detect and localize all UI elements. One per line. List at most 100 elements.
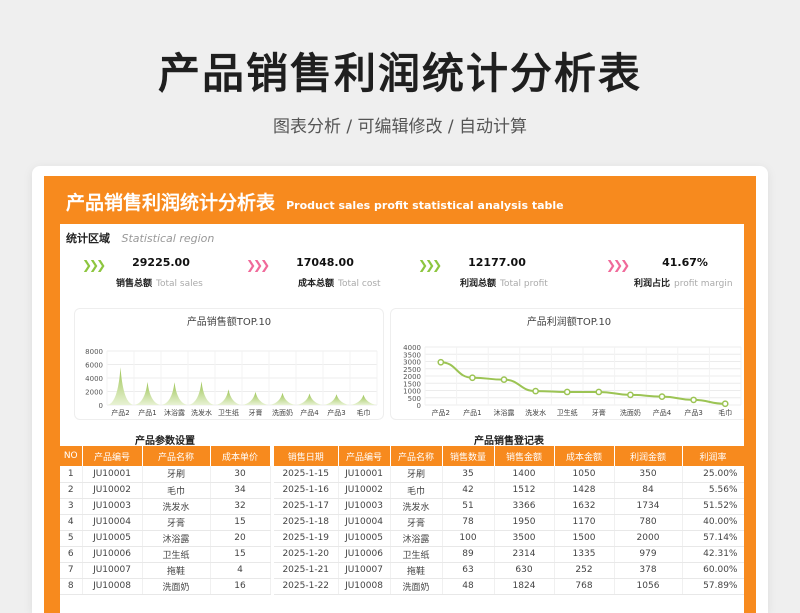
table-cell[interactable]: JU10007 [338, 562, 391, 579]
table-cell[interactable]: JU10001 [82, 466, 143, 483]
table-cell[interactable]: 2025-1-20 [274, 546, 339, 563]
table-cell[interactable]: 32 [210, 498, 271, 515]
table-cell[interactable]: 8 [60, 578, 83, 595]
table-cell[interactable]: 1512 [494, 482, 555, 499]
table-cell[interactable]: 34 [210, 482, 271, 499]
table-cell[interactable]: JU10008 [82, 578, 143, 595]
table-cell[interactable]: 1 [60, 466, 83, 483]
table-cell[interactable]: 3 [60, 498, 83, 515]
table-cell[interactable]: 2025-1-16 [274, 482, 339, 499]
table-cell[interactable]: 1050 [554, 466, 615, 483]
table-cell[interactable]: 30 [210, 466, 271, 483]
table-cell[interactable]: JU10004 [338, 514, 391, 531]
table-cell[interactable]: 63 [442, 562, 495, 579]
table-cell[interactable]: 2025-1-15 [274, 466, 339, 483]
table-cell[interactable]: JU10008 [338, 578, 391, 595]
table-cell[interactable]: 5.56% [682, 482, 744, 499]
table-cell[interactable]: JU10002 [338, 482, 391, 499]
table-cell[interactable]: 25.00% [682, 466, 744, 483]
table-cell[interactable]: 3500 [494, 530, 555, 547]
table-cell[interactable]: 51.52% [682, 498, 744, 515]
table-cell[interactable]: 4 [210, 562, 271, 579]
table-cell[interactable]: 6 [60, 546, 83, 563]
table-cell[interactable]: 100 [442, 530, 495, 547]
table-cell[interactable]: 89 [442, 546, 495, 563]
table-cell[interactable]: 沐浴露 [390, 530, 443, 547]
table-cell[interactable]: 2025-1-17 [274, 498, 339, 515]
table-cell[interactable]: 1400 [494, 466, 555, 483]
table-cell[interactable]: 洗面奶 [390, 578, 443, 595]
table-cell[interactable]: 378 [614, 562, 683, 579]
table-cell[interactable]: 1824 [494, 578, 555, 595]
table-cell[interactable]: 洗发水 [390, 498, 443, 515]
table-cell[interactable]: 牙刷 [142, 466, 211, 483]
table-cell[interactable]: 3366 [494, 498, 555, 515]
table-row: 2025-1-22 JU10008 洗面奶 48 1824 768 1056 57.89% [274, 578, 744, 595]
table-cell[interactable]: 35 [442, 466, 495, 483]
table-cell[interactable]: 1170 [554, 514, 615, 531]
table-cell[interactable]: 1335 [554, 546, 615, 563]
table-cell[interactable]: 979 [614, 546, 683, 563]
table-cell[interactable]: 768 [554, 578, 615, 595]
table-cell[interactable]: 57.14% [682, 530, 744, 547]
table-cell[interactable]: 1500 [554, 530, 615, 547]
table-cell[interactable]: 拖鞋 [390, 562, 443, 579]
table-cell[interactable]: 15 [210, 514, 271, 531]
table-cell[interactable]: 卫生纸 [142, 546, 211, 563]
table-cell[interactable]: JU10003 [82, 498, 143, 515]
table-cell[interactable]: JU10003 [338, 498, 391, 515]
table-cell[interactable]: 毛巾 [390, 482, 443, 499]
table-cell[interactable]: 16 [210, 578, 271, 595]
table-cell[interactable]: 5 [60, 530, 83, 547]
table-cell[interactable]: 42 [442, 482, 495, 499]
table-cell[interactable]: 40.00% [682, 514, 744, 531]
table-cell[interactable]: 1056 [614, 578, 683, 595]
table-cell[interactable]: 2025-1-21 [274, 562, 339, 579]
table-cell[interactable]: JU10006 [338, 546, 391, 563]
table-cell[interactable]: 卫生纸 [390, 546, 443, 563]
table-cell[interactable]: JU10005 [82, 530, 143, 547]
table-cell[interactable]: 42.31% [682, 546, 744, 563]
table-cell[interactable]: 1632 [554, 498, 615, 515]
table-cell[interactable]: JU10004 [82, 514, 143, 531]
table-cell[interactable]: 2000 [614, 530, 683, 547]
table-cell[interactable]: 84 [614, 482, 683, 499]
table-header-row: NO 产品编号 产品名称 成本单价 [60, 446, 271, 466]
table-cell[interactable]: 洗面奶 [142, 578, 211, 595]
table-cell[interactable]: 2025-1-19 [274, 530, 339, 547]
data-point [437, 358, 445, 366]
table-cell[interactable]: 60.00% [682, 562, 744, 579]
table-cell[interactable]: 7 [60, 562, 83, 579]
table-cell[interactable]: 牙膏 [390, 514, 443, 531]
table-cell[interactable]: JU10006 [82, 546, 143, 563]
table-cell[interactable]: 1950 [494, 514, 555, 531]
table-cell[interactable]: 1428 [554, 482, 615, 499]
table-cell[interactable]: 1734 [614, 498, 683, 515]
table-cell[interactable]: 拖鞋 [142, 562, 211, 579]
data-point [627, 391, 634, 399]
table-cell[interactable]: JU10007 [82, 562, 143, 579]
table-cell[interactable]: 4 [60, 514, 83, 531]
table-cell[interactable]: 牙刷 [390, 466, 443, 483]
table-cell[interactable]: JU10005 [338, 530, 391, 547]
table-cell[interactable]: 2025-1-18 [274, 514, 339, 531]
table-cell[interactable]: 2025-1-22 [274, 578, 339, 595]
table-cell[interactable]: 洗发水 [142, 498, 211, 515]
table-cell[interactable]: 沐浴露 [142, 530, 211, 547]
table-cell[interactable]: 252 [554, 562, 615, 579]
table-cell[interactable]: 2314 [494, 546, 555, 563]
table-cell[interactable]: 牙膏 [142, 514, 211, 531]
table-cell[interactable]: 15 [210, 546, 271, 563]
table-cell[interactable]: 350 [614, 466, 683, 483]
table-cell[interactable]: 630 [494, 562, 555, 579]
table-cell[interactable]: 51 [442, 498, 495, 515]
table-cell[interactable]: 2 [60, 482, 83, 499]
table-cell[interactable]: 57.89% [682, 578, 744, 595]
table-cell[interactable]: 48 [442, 578, 495, 595]
table-cell[interactable]: 78 [442, 514, 495, 531]
table-cell[interactable]: 780 [614, 514, 683, 531]
table-cell[interactable]: JU10002 [82, 482, 143, 499]
table-cell[interactable]: JU10001 [338, 466, 391, 483]
table-cell[interactable]: 20 [210, 530, 271, 547]
table-cell[interactable]: 毛巾 [142, 482, 211, 499]
